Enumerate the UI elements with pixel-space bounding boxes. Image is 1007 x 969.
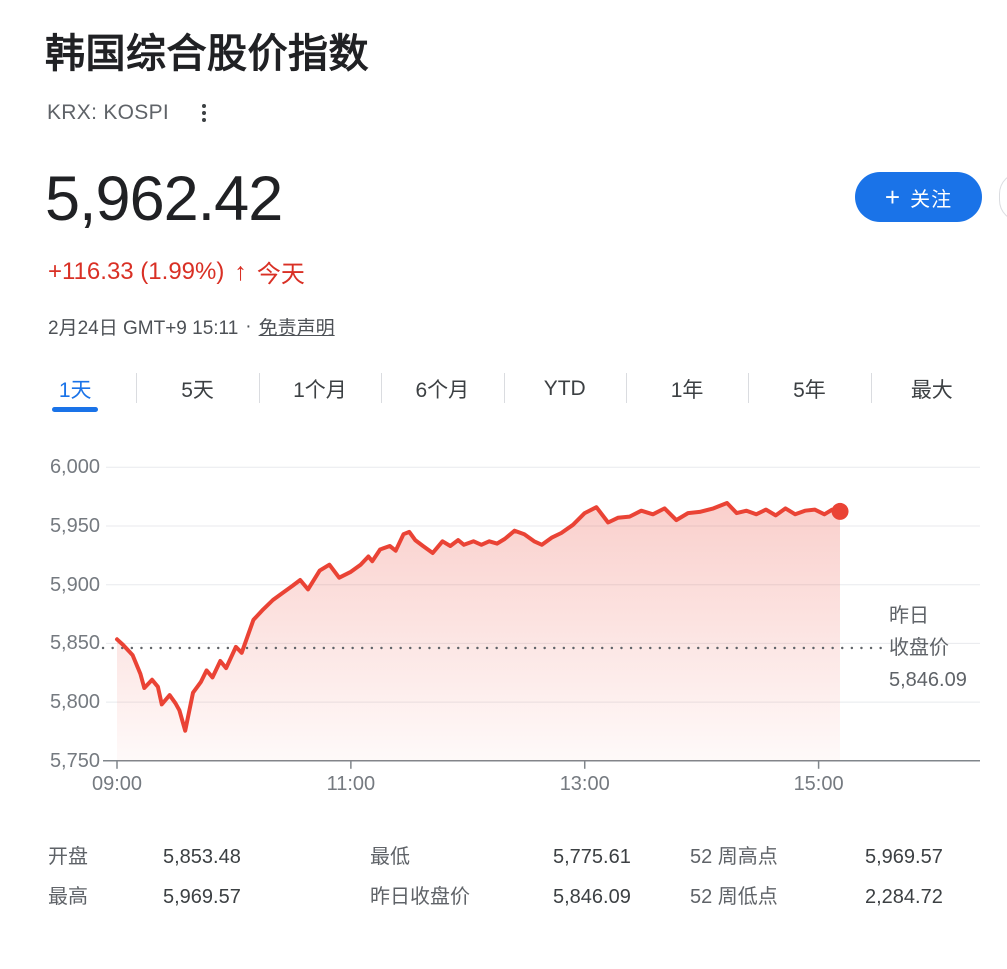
y-axis-tick: 6,000	[49, 456, 100, 479]
stat-prevclose-label: 昨日收盘价	[370, 886, 470, 908]
prev-close-annotation: 昨日 收盘价 5,846.09	[889, 605, 967, 691]
quote-meta-row: 2月24日 GMT+9 15:11 · 免责声明	[48, 313, 335, 340]
stat-52wk-high-label: 52 周高点	[690, 846, 778, 868]
y-axis-tick: 5,800	[49, 691, 100, 714]
stat-high-label: 最高	[48, 886, 88, 908]
area-fill	[117, 503, 840, 761]
x-axis-tick: 13:00	[559, 773, 610, 795]
x-axis-tick: 15:00	[793, 773, 844, 795]
last-price-dot	[831, 502, 849, 520]
symbol-row: KRX: KOSPI	[47, 100, 217, 126]
price-change-row: +116.33 (1.99%) ↑ 今天	[48, 254, 305, 289]
follow-button[interactable]: + 关注	[855, 172, 982, 222]
stat-low-value: 5,775.61	[553, 846, 631, 868]
stat-52wk-low-value: 2,284.72	[865, 886, 943, 908]
plus-icon: +	[884, 182, 901, 212]
disclaimer-link[interactable]: 免责声明	[258, 318, 335, 339]
stat-prevclose-value: 5,846.09	[553, 886, 631, 908]
x-axis-tick: 11:00	[326, 773, 376, 795]
tab-5year[interactable]: 5年	[748, 366, 870, 412]
quote-timestamp: 2月24日 GMT+9 15:11	[48, 318, 239, 339]
arrow-up-icon: ↑	[234, 257, 247, 286]
vertical-dots-icon	[202, 104, 207, 108]
tab-6month[interactable]: 6个月	[381, 366, 503, 412]
y-axis-tick: 5,950	[49, 515, 100, 537]
stat-low-label: 最低	[370, 846, 410, 868]
x-axis-tick: 09:00	[91, 773, 143, 795]
tab-ytd[interactable]: YTD	[503, 366, 626, 412]
partial-edge-button[interactable]	[999, 172, 1007, 222]
more-options-button[interactable]	[191, 100, 217, 126]
tab-5day[interactable]: 5天	[136, 366, 258, 412]
page-title: 韩国综合股价指数	[45, 32, 369, 76]
exchange-symbol: KRX: KOSPI	[47, 101, 170, 124]
tab-1year[interactable]: 1年	[625, 366, 748, 412]
stat-open-label: 开盘	[48, 846, 88, 868]
tab-max[interactable]: 最大	[870, 366, 993, 412]
tab-1day[interactable]: 1天	[14, 366, 136, 412]
change-period-label: 今天	[256, 261, 305, 288]
stat-open-value: 5,853.48	[163, 846, 241, 868]
y-axis-tick: 5,750	[49, 749, 100, 772]
price-change-value: +116.33 (1.99%)	[48, 257, 225, 285]
chart-gridlines	[103, 466, 980, 769]
dot-separator: ·	[245, 315, 252, 337]
y-axis-tick: 5,900	[49, 573, 100, 596]
price-line	[115, 501, 842, 733]
tab-1month[interactable]: 1个月	[258, 366, 381, 412]
stat-high-value: 5,969.57	[163, 886, 241, 908]
follow-button-label: 关注	[910, 188, 953, 211]
stat-52wk-high-value: 5,969.57	[865, 846, 943, 868]
current-price: 5,962.42	[45, 164, 283, 234]
stat-52wk-low-label: 52 周低点	[690, 886, 778, 908]
y-axis-tick: 5,850	[49, 632, 100, 655]
time-range-tabs: 1天 5天 1个月 6个月 YTD 1年 5年 最大	[0, 366, 1007, 412]
